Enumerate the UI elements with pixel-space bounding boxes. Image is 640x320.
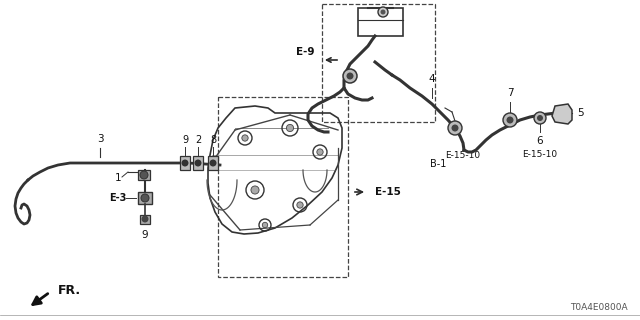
Bar xyxy=(358,8,403,36)
Circle shape xyxy=(381,10,385,14)
Circle shape xyxy=(506,116,513,124)
Circle shape xyxy=(346,73,353,79)
Circle shape xyxy=(195,159,202,166)
Circle shape xyxy=(297,202,303,208)
Text: 2: 2 xyxy=(195,135,201,145)
Bar xyxy=(138,170,150,180)
Bar xyxy=(193,156,203,170)
Text: E-15: E-15 xyxy=(375,187,401,197)
Circle shape xyxy=(141,194,149,202)
Text: 3: 3 xyxy=(97,134,103,144)
Text: E-15-10: E-15-10 xyxy=(445,150,481,159)
Bar xyxy=(180,156,190,170)
Text: E-3: E-3 xyxy=(109,193,127,203)
Circle shape xyxy=(378,7,388,17)
Circle shape xyxy=(242,135,248,141)
Circle shape xyxy=(534,112,546,124)
Bar xyxy=(140,215,150,224)
Circle shape xyxy=(503,113,517,127)
Text: E-9: E-9 xyxy=(296,47,314,57)
Bar xyxy=(208,156,218,170)
Circle shape xyxy=(251,186,259,194)
Circle shape xyxy=(141,215,148,222)
Circle shape xyxy=(262,222,268,228)
Text: 1: 1 xyxy=(115,173,122,183)
Circle shape xyxy=(182,159,189,166)
Text: 5: 5 xyxy=(577,108,583,118)
Circle shape xyxy=(343,69,357,83)
Bar xyxy=(138,192,152,204)
Text: 9: 9 xyxy=(182,135,188,145)
Text: 7: 7 xyxy=(507,88,513,98)
Circle shape xyxy=(287,124,294,132)
Circle shape xyxy=(209,159,216,166)
Text: 4: 4 xyxy=(429,74,435,84)
Text: B-1: B-1 xyxy=(430,159,446,169)
Text: T0A4E0800A: T0A4E0800A xyxy=(570,303,628,312)
Bar xyxy=(322,4,435,122)
Text: FR.: FR. xyxy=(58,284,81,297)
Text: 8: 8 xyxy=(210,135,216,145)
Bar xyxy=(218,97,348,277)
Circle shape xyxy=(451,124,458,132)
Circle shape xyxy=(448,121,462,135)
Text: E-15-10: E-15-10 xyxy=(522,150,557,159)
Circle shape xyxy=(537,115,543,121)
Circle shape xyxy=(140,171,148,179)
Polygon shape xyxy=(552,104,572,124)
Circle shape xyxy=(317,149,323,155)
Text: 6: 6 xyxy=(537,136,543,146)
Text: 9: 9 xyxy=(141,230,148,240)
